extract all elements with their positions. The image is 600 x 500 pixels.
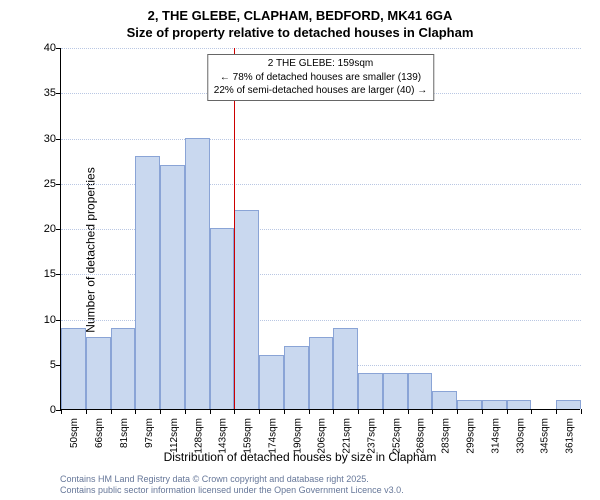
- histogram-bar: [259, 355, 284, 409]
- x-tick-label: 174sqm: [267, 418, 278, 454]
- x-tick: [457, 409, 458, 414]
- x-tick: [432, 409, 433, 414]
- x-tick-label: 268sqm: [416, 418, 427, 454]
- chart-container: 2, THE GLEBE, CLAPHAM, BEDFORD, MK41 6GA…: [0, 0, 600, 500]
- histogram-bar: [457, 400, 482, 409]
- x-tick: [556, 409, 557, 414]
- grid-line: [61, 139, 581, 140]
- y-tick-label: 30: [44, 133, 56, 145]
- x-tick: [210, 409, 211, 414]
- annotation-line-3: 22% of semi-detached houses are larger (…: [214, 84, 427, 98]
- histogram-bar: [234, 210, 259, 409]
- x-tick-label: 128sqm: [193, 418, 204, 454]
- y-tick-label: 35: [44, 87, 56, 99]
- x-tick-label: 252sqm: [391, 418, 402, 454]
- histogram-bar: [432, 391, 457, 409]
- x-tick-label: 283sqm: [441, 418, 452, 454]
- histogram-bar: [482, 400, 507, 409]
- title-line-1: 2, THE GLEBE, CLAPHAM, BEDFORD, MK41 6GA: [0, 8, 600, 25]
- histogram-bar: [556, 400, 581, 409]
- x-tick: [507, 409, 508, 414]
- x-tick: [531, 409, 532, 414]
- y-tick: [56, 229, 61, 230]
- histogram-bar: [309, 337, 334, 409]
- histogram-bar: [86, 337, 111, 409]
- histogram-bar: [185, 138, 210, 410]
- x-tick: [482, 409, 483, 414]
- x-tick: [234, 409, 235, 414]
- chart-title: 2, THE GLEBE, CLAPHAM, BEDFORD, MK41 6GA…: [0, 8, 600, 42]
- annotation-line-1: 2 THE GLEBE: 159sqm: [214, 57, 427, 71]
- y-tick: [56, 93, 61, 94]
- x-tick-label: 345sqm: [540, 418, 551, 454]
- x-tick-label: 66sqm: [94, 418, 105, 448]
- y-tick-label: 0: [50, 404, 56, 416]
- histogram-bar: [383, 373, 408, 409]
- marker-line: [234, 48, 235, 409]
- x-tick-label: 50sqm: [69, 418, 80, 448]
- x-tick: [309, 409, 310, 414]
- x-tick: [160, 409, 161, 414]
- x-tick-label: 237sqm: [367, 418, 378, 454]
- x-tick-label: 159sqm: [243, 418, 254, 454]
- y-tick-label: 25: [44, 178, 56, 190]
- x-tick-label: 299sqm: [466, 418, 477, 454]
- y-tick: [56, 184, 61, 185]
- histogram-bar: [135, 156, 160, 409]
- x-tick: [185, 409, 186, 414]
- y-tick: [56, 139, 61, 140]
- histogram-bar: [333, 328, 358, 409]
- x-tick: [581, 409, 582, 414]
- title-line-2: Size of property relative to detached ho…: [0, 25, 600, 42]
- x-tick-label: 330sqm: [515, 418, 526, 454]
- x-tick: [135, 409, 136, 414]
- x-tick-label: 143sqm: [218, 418, 229, 454]
- plot-area: 051015202530354050sqm66sqm81sqm97sqm112s…: [60, 48, 580, 410]
- attribution-footer: Contains HM Land Registry data © Crown c…: [60, 474, 404, 497]
- x-tick: [408, 409, 409, 414]
- x-tick: [333, 409, 334, 414]
- histogram-bar: [408, 373, 433, 409]
- y-tick-label: 40: [44, 42, 56, 54]
- y-tick-label: 15: [44, 268, 56, 280]
- x-tick-label: 81sqm: [119, 418, 130, 448]
- y-tick: [56, 274, 61, 275]
- footer-line-2: Contains public sector information licen…: [60, 485, 404, 496]
- x-tick: [259, 409, 260, 414]
- x-tick: [383, 409, 384, 414]
- x-tick: [86, 409, 87, 414]
- histogram-bar: [61, 328, 86, 409]
- histogram-bar: [358, 373, 383, 409]
- y-tick: [56, 48, 61, 49]
- x-tick: [358, 409, 359, 414]
- x-tick-label: 314sqm: [490, 418, 501, 454]
- histogram-bar: [284, 346, 309, 409]
- x-axis-label: Distribution of detached houses by size …: [0, 450, 600, 464]
- x-tick: [111, 409, 112, 414]
- annotation-line-2: ← 78% of detached houses are smaller (13…: [214, 71, 427, 85]
- x-tick-label: 361sqm: [565, 418, 576, 454]
- x-tick-label: 112sqm: [168, 418, 179, 453]
- histogram-bar: [160, 165, 185, 409]
- y-tick-label: 10: [44, 314, 56, 326]
- x-tick-label: 221sqm: [342, 418, 353, 454]
- y-tick-label: 20: [44, 223, 56, 235]
- x-tick-label: 190sqm: [292, 418, 303, 454]
- x-tick-label: 97sqm: [144, 418, 155, 448]
- y-tick: [56, 320, 61, 321]
- footer-line-1: Contains HM Land Registry data © Crown c…: [60, 474, 404, 485]
- x-tick: [61, 409, 62, 414]
- x-tick-label: 206sqm: [317, 418, 328, 454]
- histogram-bar: [210, 228, 235, 409]
- x-tick: [284, 409, 285, 414]
- annotation-box: 2 THE GLEBE: 159sqm← 78% of detached hou…: [207, 54, 434, 101]
- histogram-bar: [507, 400, 532, 409]
- grid-line: [61, 48, 581, 49]
- histogram-bar: [111, 328, 136, 409]
- y-tick-label: 5: [50, 359, 56, 371]
